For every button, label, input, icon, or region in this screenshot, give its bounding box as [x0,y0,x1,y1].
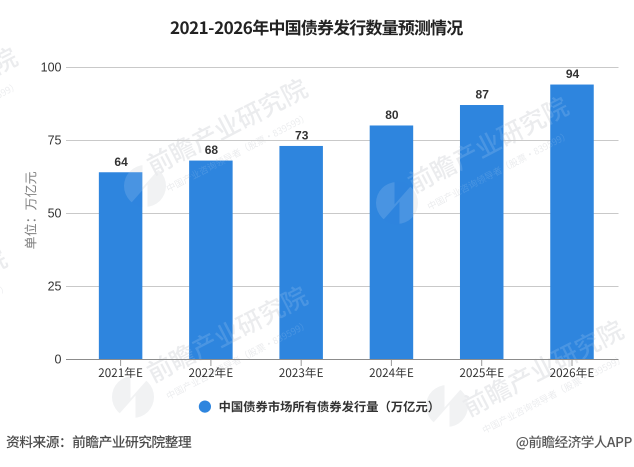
svg-text:64: 64 [114,155,128,169]
svg-text:80: 80 [385,108,399,122]
svg-text:94: 94 [566,67,580,81]
svg-text:73: 73 [295,129,309,143]
svg-text:75: 75 [48,133,62,147]
svg-text:87: 87 [476,88,490,102]
svg-text:68: 68 [205,143,219,157]
svg-text:25: 25 [48,280,62,294]
svg-text:100: 100 [41,60,62,74]
svg-text:0: 0 [55,353,62,367]
svg-text:50: 50 [48,207,62,221]
